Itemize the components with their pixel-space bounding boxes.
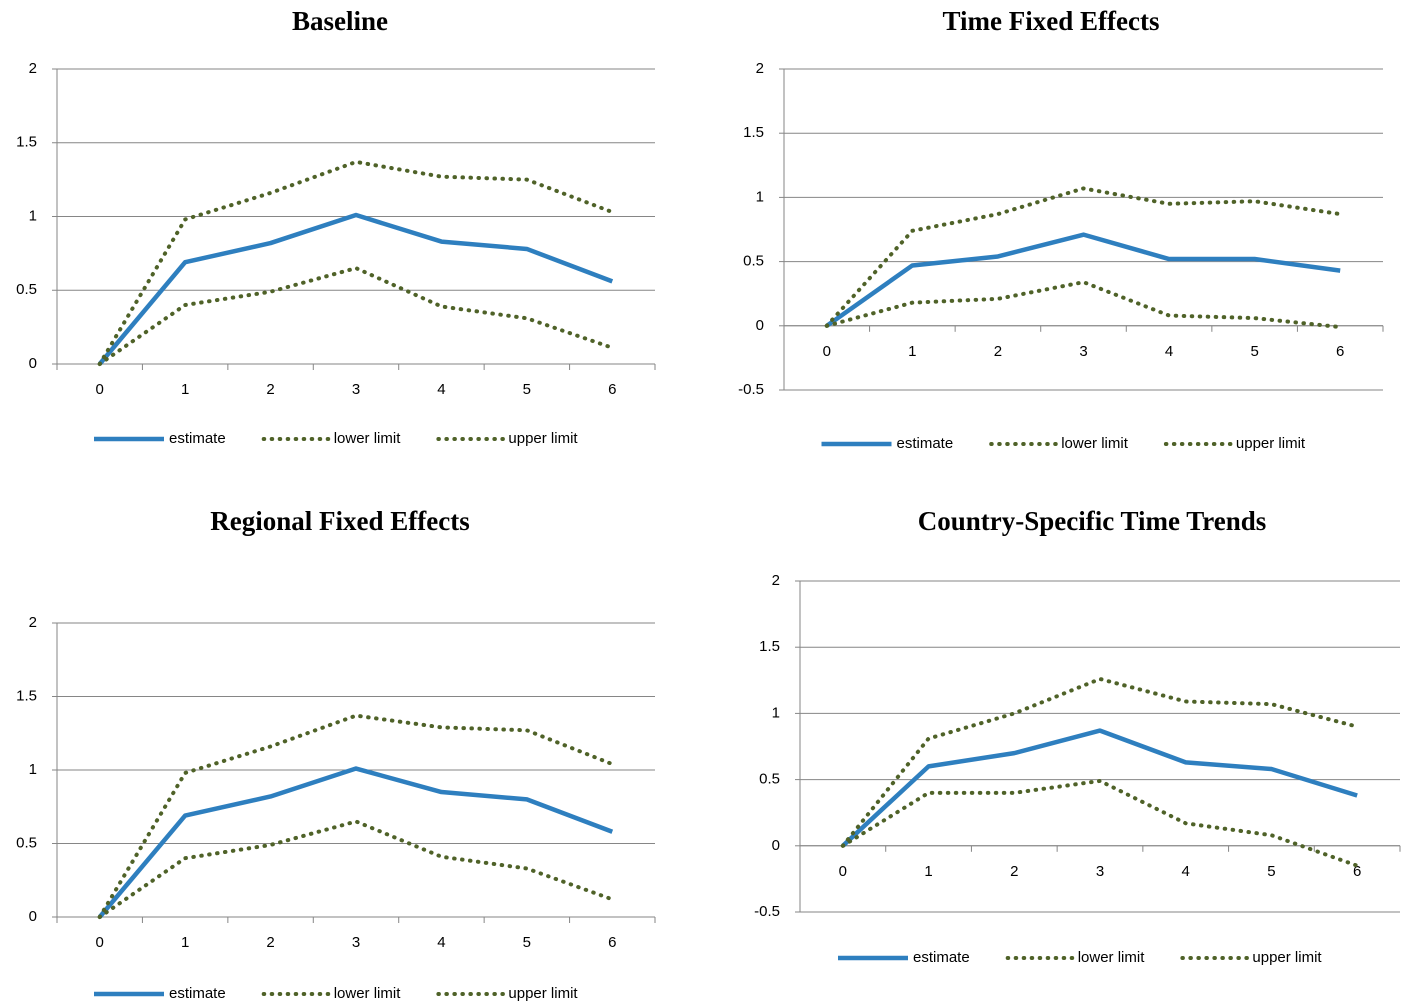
x-tick-label: 0 bbox=[96, 381, 104, 398]
y-tick-label: -0.5 bbox=[738, 381, 764, 398]
series-line bbox=[841, 728, 1358, 848]
chart-title: Regional Fixed Effects bbox=[210, 506, 469, 536]
y-tick-label: 0 bbox=[772, 837, 780, 854]
legend-label: upper limit bbox=[1252, 949, 1322, 966]
y-tick-label: 2 bbox=[29, 614, 37, 631]
legend-label: lower limit bbox=[334, 985, 402, 1002]
legend-label: estimate bbox=[897, 435, 954, 452]
x-tick-label: 5 bbox=[1250, 343, 1258, 360]
x-tick-label: 4 bbox=[1182, 863, 1190, 880]
y-tick-label: 0.5 bbox=[759, 771, 780, 788]
y-tick-label: 0.5 bbox=[16, 281, 37, 298]
y-tick-label: -0.5 bbox=[754, 903, 780, 920]
y-tick-label: 1 bbox=[29, 761, 37, 778]
x-tick-label: 3 bbox=[1079, 343, 1087, 360]
y-tick-label: 2 bbox=[756, 60, 764, 77]
y-tick-label: 1.5 bbox=[759, 638, 780, 655]
chart-title: Baseline bbox=[292, 6, 388, 36]
x-tick-label: 6 bbox=[608, 934, 616, 951]
chart: Regional Fixed Effects 0 0.5 1 1.5 2 0 1 2 3 4 5 6 es… bbox=[16, 506, 656, 1002]
chart: Baseline 0 0.5 1 1.5 2 0 1 2 3 4 5 6 estimate lower li… bbox=[16, 6, 656, 447]
x-tick-label: 2 bbox=[266, 381, 274, 398]
x-tick-label: 0 bbox=[96, 934, 104, 951]
x-tick-label: 5 bbox=[523, 934, 531, 951]
y-tick-label: 0 bbox=[29, 908, 37, 925]
series-line bbox=[840, 778, 1360, 868]
x-tick-label: 1 bbox=[908, 343, 916, 360]
y-tick-label: 2 bbox=[772, 572, 780, 589]
x-tick-label: 2 bbox=[1010, 863, 1018, 880]
x-tick-label: 3 bbox=[352, 934, 360, 951]
y-tick-label: 0.5 bbox=[16, 834, 37, 851]
chart-title: Time Fixed Effects bbox=[943, 6, 1160, 36]
x-tick-label: 3 bbox=[1096, 863, 1104, 880]
x-tick-label: 5 bbox=[523, 381, 531, 398]
legend-label: upper limit bbox=[1236, 435, 1306, 452]
series-line bbox=[97, 212, 614, 366]
chart: Country-Specific Time Trends -0.5 0 0.5 1 1.5… bbox=[754, 506, 1401, 966]
y-tick-label: 1 bbox=[29, 207, 37, 224]
legend-label: estimate bbox=[169, 985, 226, 1002]
x-tick-label: 3 bbox=[352, 381, 360, 398]
y-tick-label: 0.5 bbox=[743, 253, 764, 270]
y-tick-label: 1 bbox=[772, 704, 780, 721]
series-line bbox=[97, 819, 615, 919]
x-tick-label: 1 bbox=[181, 934, 189, 951]
legend-label: upper limit bbox=[508, 430, 578, 447]
chart: Time Fixed Effects -0.5 0 0.5 1 1.5 2 0 1 2 3 4 5 6 es… bbox=[738, 6, 1384, 452]
x-tick-label: 6 bbox=[608, 381, 616, 398]
x-tick-label: 6 bbox=[1353, 863, 1361, 880]
x-tick-label: 1 bbox=[181, 381, 189, 398]
x-tick-label: 1 bbox=[924, 863, 932, 880]
x-tick-label: 0 bbox=[839, 863, 847, 880]
x-tick-label: 0 bbox=[823, 343, 831, 360]
series-line bbox=[97, 159, 615, 366]
legend-label: estimate bbox=[913, 949, 970, 966]
x-tick-label: 5 bbox=[1267, 863, 1275, 880]
series-line bbox=[97, 713, 615, 919]
chart-title: Country-Specific Time Trends bbox=[918, 506, 1267, 536]
y-tick-label: 1.5 bbox=[16, 134, 37, 151]
y-tick-label: 2 bbox=[29, 60, 37, 77]
x-tick-label: 2 bbox=[266, 934, 274, 951]
series-line bbox=[97, 266, 615, 366]
legend-label: lower limit bbox=[334, 430, 402, 447]
legend-label: estimate bbox=[169, 430, 226, 447]
y-tick-label: 1 bbox=[756, 188, 764, 205]
series-line bbox=[824, 280, 1343, 330]
legend-label: lower limit bbox=[1078, 949, 1146, 966]
y-tick-label: 1.5 bbox=[743, 124, 764, 141]
x-tick-label: 4 bbox=[1165, 343, 1173, 360]
x-tick-label: 6 bbox=[1336, 343, 1344, 360]
legend-label: upper limit bbox=[508, 985, 578, 1002]
series-line bbox=[840, 676, 1360, 848]
series-line bbox=[825, 232, 1341, 328]
x-tick-label: 4 bbox=[437, 934, 445, 951]
series-line bbox=[824, 186, 1343, 328]
y-tick-label: 1.5 bbox=[16, 687, 37, 704]
x-tick-label: 4 bbox=[437, 381, 445, 398]
y-tick-label: 0 bbox=[756, 317, 764, 334]
series-line bbox=[97, 766, 614, 919]
legend-label: lower limit bbox=[1061, 435, 1129, 452]
x-tick-label: 2 bbox=[994, 343, 1002, 360]
y-tick-label: 0 bbox=[29, 355, 37, 372]
